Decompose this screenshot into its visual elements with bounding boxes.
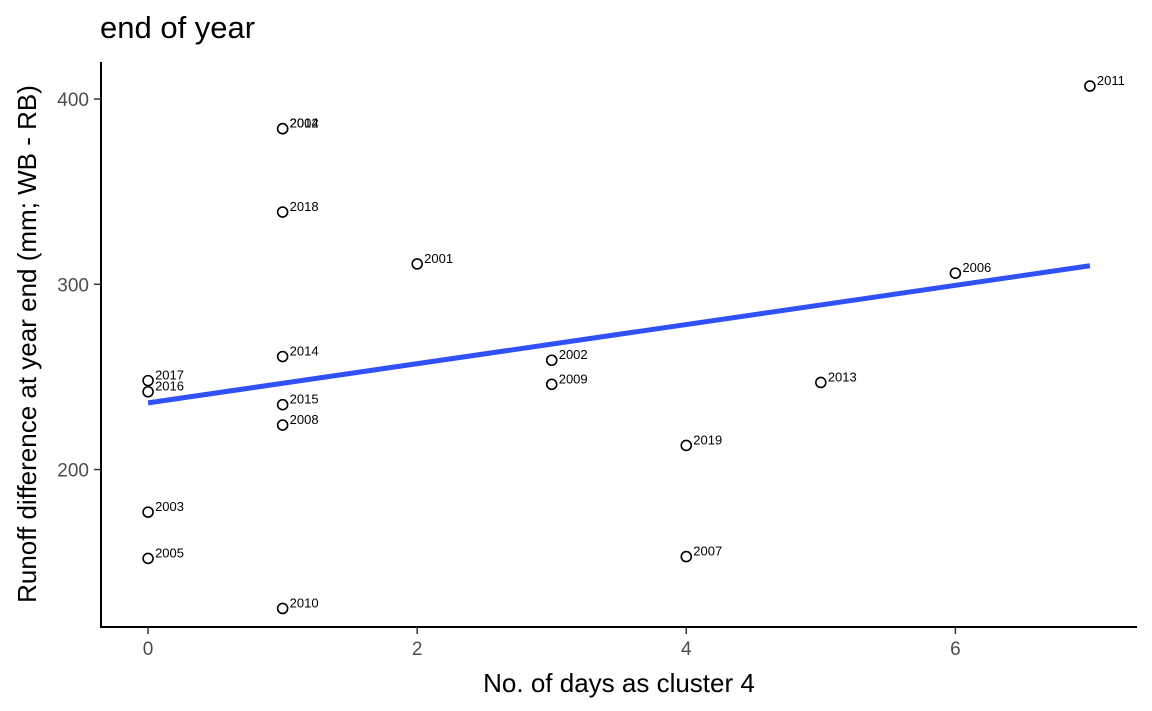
x-tick-label: 0 — [143, 639, 154, 660]
data-point-label: 2019 — [693, 432, 722, 447]
data-point — [142, 374, 154, 387]
data-point — [276, 602, 289, 615]
data-point — [276, 419, 289, 431]
data-point-label: 2002 — [559, 347, 588, 362]
data-point-label: 2003 — [155, 499, 184, 514]
data-point-label: 2005 — [155, 545, 184, 560]
data-point — [276, 206, 289, 218]
trend-line — [147, 263, 1091, 406]
data-point-label: 2015 — [290, 392, 319, 407]
x-tick-label: 2 — [412, 639, 423, 660]
data-point-label: 2006 — [962, 260, 991, 275]
data-point-label: 2009 — [559, 371, 588, 386]
y-axis-ticks: 200 300 400 — [57, 90, 101, 482]
data-point — [276, 122, 289, 135]
x-axis-ticks: 0 2 4 6 — [143, 627, 961, 660]
data-point — [545, 354, 558, 367]
x-tick-label: 4 — [681, 639, 692, 660]
data-point-label: 2013 — [828, 369, 857, 384]
x-tick-label: 6 — [950, 639, 961, 660]
x-axis-title: No. of days as cluster 4 — [483, 668, 755, 698]
data-point — [142, 385, 154, 398]
data-point-label: 2001 — [424, 251, 453, 266]
data-point-label: 2016 — [155, 379, 184, 394]
data-point-label: 2012 — [290, 116, 319, 131]
chart-title: end of year — [100, 10, 255, 45]
data-point-label: 2017 — [155, 368, 184, 383]
data-point — [949, 267, 962, 279]
trend-layer — [147, 263, 1091, 406]
data-point-label: 2008 — [290, 412, 319, 427]
data-point — [1084, 80, 1096, 92]
y-tick-label: 300 — [57, 275, 89, 296]
data-point-label: 2010 — [290, 595, 319, 610]
data-point — [680, 550, 693, 563]
data-point-label: 2018 — [290, 199, 319, 214]
data-point — [276, 350, 289, 363]
data-point — [545, 378, 558, 391]
data-point-label: 2011 — [1097, 73, 1125, 88]
data-point — [276, 398, 289, 411]
data-point — [411, 258, 423, 270]
data-point — [142, 552, 154, 565]
data-point — [142, 506, 154, 518]
data-point-label: 2007 — [693, 544, 722, 559]
y-tick-label: 400 — [57, 90, 89, 111]
y-tick-label: 200 — [57, 461, 89, 482]
data-point — [815, 376, 827, 389]
y-axis-title: Runoff difference at year end (mm; WB - … — [12, 85, 42, 603]
data-point-label: 2014 — [290, 344, 319, 359]
data-point — [680, 439, 693, 452]
data-point-label: 2004 — [290, 116, 319, 131]
